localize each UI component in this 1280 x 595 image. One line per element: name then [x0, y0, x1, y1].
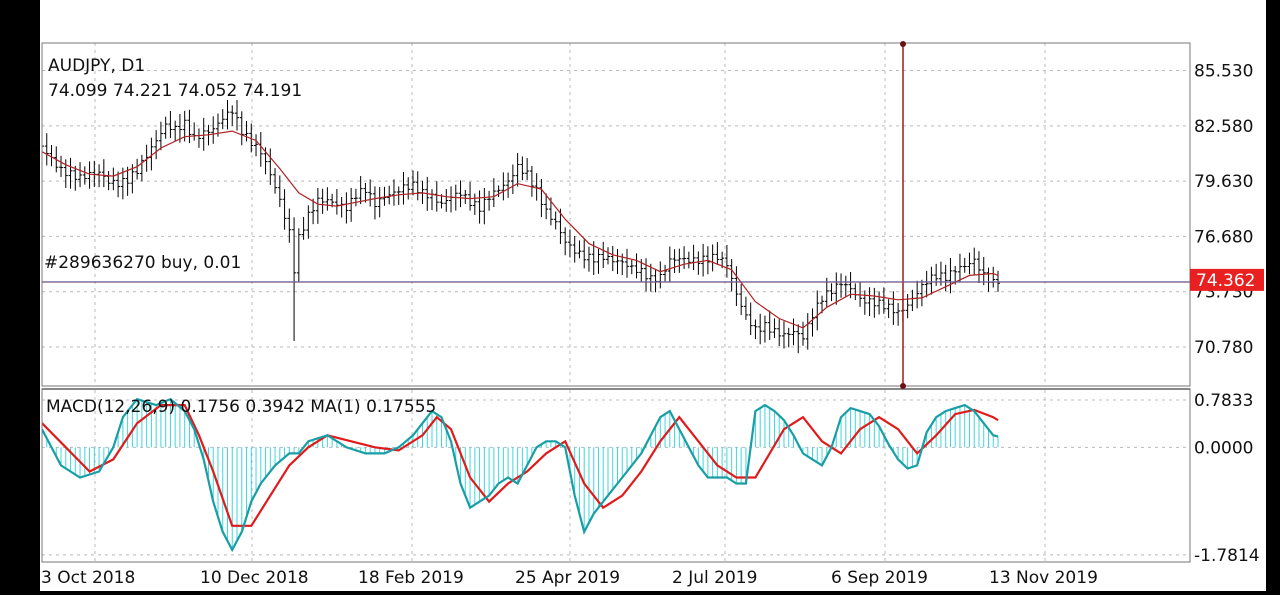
ohlc-values: 74.099 74.221 74.052 74.191	[48, 81, 302, 101]
macd-panel-frame	[41, 388, 1191, 563]
price-plot	[42, 100, 1000, 354]
price-bars	[42, 100, 1000, 354]
moving-average-line	[42, 130, 999, 329]
right-black-bar	[1266, 0, 1280, 591]
current-price-value: 74.362	[1196, 271, 1255, 291]
macd-main-line	[42, 397, 999, 553]
current-price-tag	[1190, 268, 1264, 291]
price-tick-label: 79.630	[1194, 172, 1253, 192]
macd-axis: 0.7833 0.0000 -1.7814	[1194, 391, 1260, 566]
price-tick-label: 85.530	[1194, 62, 1253, 82]
macd-label: MACD(12,26,9) 0.1756 0.3942 MA(1) 0.1755…	[46, 397, 436, 417]
crosshair-top-handle[interactable]	[900, 41, 906, 47]
price-panel-frame	[41, 42, 1191, 387]
macd-tick-label: 0.0000	[1194, 438, 1253, 458]
time-tick-label: 25 Apr 2019	[515, 568, 620, 588]
time-tick-label: 2 Jul 2019	[672, 568, 757, 588]
chart-area[interactable]: 85.530 82.580 79.630 76.680 73.730 70.780 0.7…	[40, 0, 1266, 591]
price-tick-label: 76.680	[1194, 227, 1253, 247]
symbol-timeframe: AUDJPY, D1	[48, 56, 145, 76]
time-axis: 3 Oct 2018 10 Dec 2018 18 Feb 2019 25 Apr 2…	[41, 568, 1098, 588]
macd-signal-line	[42, 404, 999, 527]
grid-lines	[42, 43, 1190, 562]
time-tick-label: 3 Oct 2018	[41, 568, 135, 588]
time-tick-label: 10 Dec 2018	[200, 568, 309, 588]
price-tick-label: 70.780	[1194, 338, 1253, 358]
macd-plot	[42, 397, 999, 553]
price-tick-label: 82.580	[1194, 117, 1253, 137]
macd-histogram	[42, 399, 999, 550]
macd-tick-label: 0.7833	[1194, 391, 1253, 411]
time-tick-label: 13 Nov 2019	[989, 568, 1098, 588]
left-black-bar	[0, 0, 40, 591]
position-label[interactable]: #289636270 buy, 0.01	[44, 253, 241, 273]
crosshair-bottom-handle[interactable]	[900, 383, 906, 389]
time-tick-label: 6 Sep 2019	[831, 568, 928, 588]
macd-tick-label: -1.7814	[1194, 546, 1260, 566]
time-tick-label: 18 Feb 2019	[358, 568, 464, 588]
